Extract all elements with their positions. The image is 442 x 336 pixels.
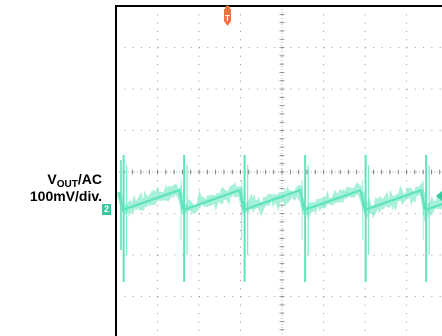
right-edge-marker [436,191,442,201]
trigger-marker-label: T [225,14,230,23]
channel-label: VOUT/AC 100mV/div. [30,172,102,204]
ylabel: VOUT/AC [30,171,102,191]
ylabel-sub: OUT [56,179,78,190]
ch2-trace [116,155,442,282]
channel-marker: 2 [102,204,111,215]
trace-line [117,188,442,212]
ylabel-suffix: /AC [77,171,102,187]
scale-label: 100mV/div. [29,188,102,204]
trigger-marker: T [224,5,231,26]
graticule [115,5,442,336]
plot-frame [115,5,442,336]
ylabel-main: V [47,171,57,187]
